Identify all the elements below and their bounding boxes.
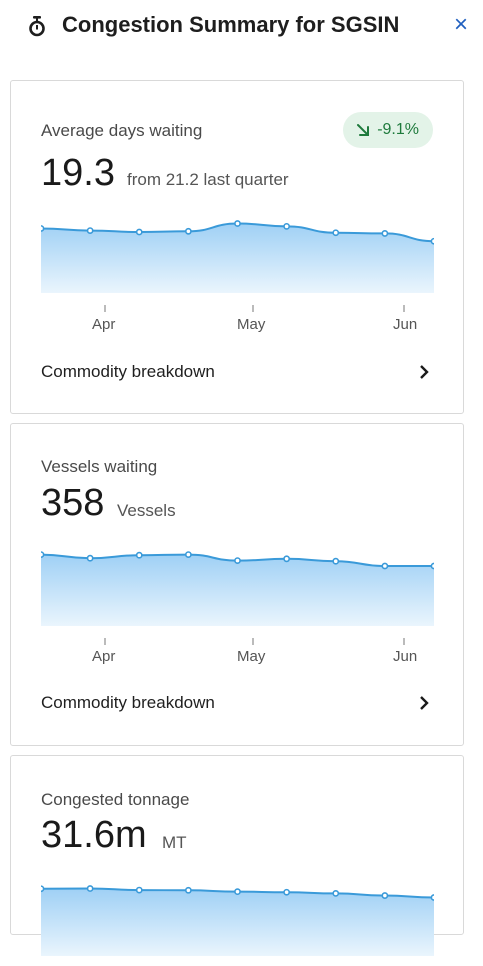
sparkline-point (234, 220, 241, 227)
commodity-breakdown-label: Commodity breakdown (41, 693, 215, 712)
card-label: Congested tonnage (41, 790, 190, 809)
metric-value: 19.3 (41, 152, 115, 194)
axis-ticks (104, 305, 405, 312)
sparkline-point (135, 228, 143, 236)
axis-tick-label: Jun (393, 316, 418, 333)
arrow-down-right-icon (357, 124, 370, 136)
sparkline-point (332, 557, 340, 565)
congested-tonnage-card: Congested tonnage 31.6m MT (10, 755, 464, 956)
average-days-waiting-card: Average days waiting -9.1% 19.3 from 21.… (10, 80, 464, 414)
sparkline-point (135, 551, 143, 559)
commodity-breakdown-label: Commodity breakdown (41, 362, 215, 381)
commodity-breakdown-link[interactable]: Commodity breakdown (11, 685, 465, 721)
change-badge: -9.1% (343, 112, 433, 148)
sparkline-point (41, 225, 45, 232)
congested-tonnage-sparkline (41, 885, 434, 956)
axis-tick-label: May (237, 648, 266, 665)
sparkline-point (86, 885, 94, 892)
sparkline-point (41, 885, 45, 893)
sparkline-point (234, 557, 241, 564)
sparkline-point (184, 227, 192, 235)
metric-value: 358 (41, 482, 105, 524)
axis-ticks (104, 638, 405, 645)
card-label: Average days waiting (41, 121, 203, 140)
average-days-sparkline (41, 220, 434, 293)
sparkline-point (283, 555, 291, 563)
sparkline-area (41, 223, 434, 293)
metric-comparison: from 21.2 last quarter (127, 170, 289, 189)
sparkline-point (184, 551, 192, 558)
sparkline-point (381, 230, 389, 237)
sparkline-point (430, 894, 434, 901)
metric-unit: MT (162, 833, 187, 852)
axis-tick-label: Jun (393, 648, 418, 665)
sparkline-point (430, 237, 434, 245)
card-label: Vessels waiting (41, 457, 158, 476)
sparkline-point (283, 222, 291, 230)
sparkline-point (86, 227, 94, 234)
sparkline-point (430, 562, 434, 570)
metric-value: 31.6m (41, 814, 147, 856)
sparkline-point (234, 888, 241, 896)
axis-tick-label: Apr (92, 648, 116, 665)
sparkline-point (381, 892, 389, 899)
sparkline-area (41, 888, 434, 956)
panel-header: Congestion Summary for SGSIN × (0, 0, 483, 52)
vessels-waiting-sparkline (41, 551, 434, 626)
change-value: -9.1% (377, 121, 419, 138)
sparkline-point (332, 229, 340, 237)
stopwatch-icon (29, 16, 45, 37)
sparkline-area (41, 554, 434, 626)
vessels-waiting-card: Vessels waiting 358 Vessels Apr May Jun … (10, 423, 464, 746)
chevron-right-icon (420, 696, 429, 710)
chevron-right-icon (420, 365, 429, 379)
sparkline-point (381, 562, 389, 570)
axis-tick-label: May (237, 316, 266, 333)
page-title: Congestion Summary for SGSIN (62, 12, 400, 37)
sparkline-point (283, 888, 291, 896)
metric-unit: Vessels (117, 501, 176, 520)
sparkline-point (86, 554, 94, 562)
sparkline-point (184, 886, 192, 894)
sparkline-point (332, 890, 340, 897)
axis-tick-label: Apr (92, 316, 116, 333)
sparkline-point (41, 551, 45, 558)
close-icon[interactable]: × (453, 11, 468, 38)
sparkline-point (135, 886, 143, 894)
commodity-breakdown-link[interactable]: Commodity breakdown (11, 354, 465, 390)
